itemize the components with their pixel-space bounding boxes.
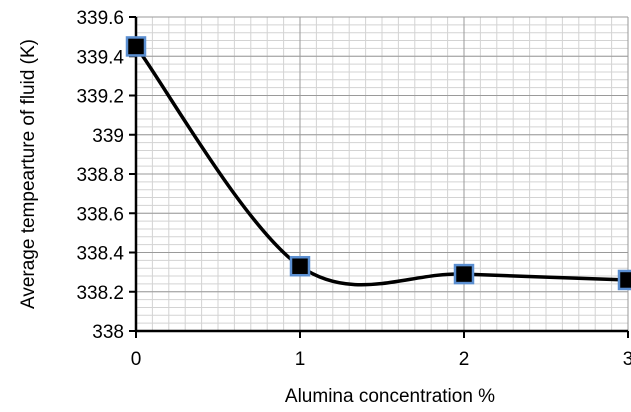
x-tick-label: 0 [131, 349, 142, 370]
y-tick-label: 339.6 [76, 8, 124, 29]
x-tick-label: 2 [459, 349, 470, 370]
data-point-marker [289, 255, 311, 277]
x-axis-label: Alumina concentration % [285, 386, 495, 407]
y-tick-label: 339.4 [76, 47, 124, 68]
y-tick-label: 338 [92, 322, 124, 343]
y-axis-label: Average tempearture of fluid (K) [18, 39, 39, 309]
y-tick-labels: 338 338.2 338.4 338.6 338.8 339 339.2 339.4 339.… [76, 8, 124, 343]
x-tick-label: 3 [623, 349, 631, 370]
y-tick-label: 338.2 [76, 283, 124, 304]
series-layer [125, 36, 631, 291]
y-tick-label: 338.4 [76, 244, 124, 265]
y-tick-label: 338.6 [76, 204, 124, 225]
data-point-marker [453, 263, 475, 285]
y-tick-label: 339 [92, 126, 124, 147]
x-tick-labels: 0 1 2 3 [131, 349, 631, 370]
data-point-marker [125, 36, 147, 57]
axes [129, 16, 629, 338]
x-tick-label: 1 [295, 349, 306, 370]
series-line [134, 45, 629, 287]
data-point-marker [617, 269, 631, 291]
y-tick-label: 339.2 [76, 87, 124, 108]
y-tick-label: 338.8 [76, 165, 124, 186]
